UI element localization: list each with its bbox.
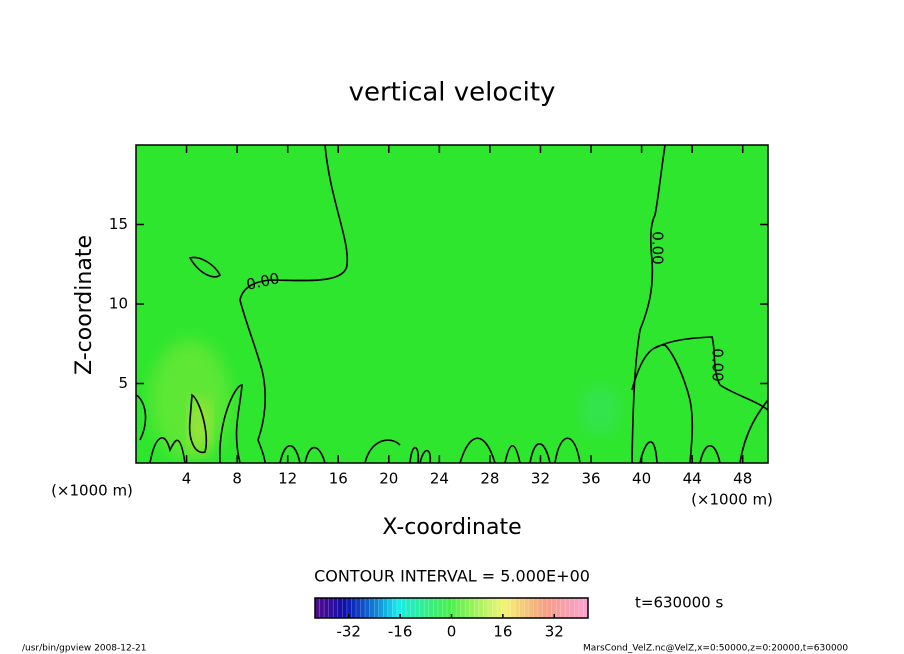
colorbar-cell [374, 598, 379, 618]
colorbar-cell [483, 598, 489, 618]
colorbar-cell [542, 598, 548, 618]
x-tick-label: 16 [329, 470, 348, 488]
colorbar-cell [365, 598, 370, 618]
colorbar-cell [533, 598, 539, 618]
colorbar-cell [396, 598, 402, 618]
colorbar-tick-label: 16 [493, 623, 512, 641]
colorbar-tick-label: 32 [545, 623, 564, 641]
x-tick-label: 28 [480, 470, 499, 488]
colorbar-cell [387, 598, 393, 618]
colorbar-cell [487, 598, 493, 618]
colorbar-cell [578, 598, 584, 618]
x-tick-label: 20 [379, 470, 398, 488]
colorbar-cell [433, 598, 439, 618]
colorbar-cell [437, 598, 443, 618]
field [136, 145, 768, 463]
x-tick-label: 4 [182, 470, 192, 488]
footer-right: MarsCond_VelZ.nc@VelZ,x=0:50000,z=0:2000… [583, 644, 848, 654]
colorbar-cell [569, 598, 575, 618]
colorbar-cell [515, 598, 521, 618]
colorbar-cell [465, 598, 470, 618]
colorbar-cell [556, 598, 561, 618]
colorbar-cell [424, 598, 430, 618]
colorbar-cell [560, 598, 566, 618]
colorbar-cell [497, 598, 502, 618]
y-tick-label: 15 [109, 215, 128, 233]
y-tick-label: 5 [118, 374, 128, 392]
colorbar-tick-label: 0 [447, 623, 457, 641]
contours [136, 145, 768, 463]
colorbar-cell [333, 598, 339, 618]
x-tick-label: 32 [531, 470, 550, 488]
colorbar-cell [451, 598, 457, 618]
colorbar-cell [442, 598, 448, 618]
x-tick-label: 8 [232, 470, 242, 488]
colorbar-cell [460, 598, 466, 618]
colorbar-cell [428, 598, 434, 618]
x-tick-label: 44 [683, 470, 702, 488]
colorbar-cell [510, 598, 516, 618]
colorbar-cell [519, 598, 525, 618]
colorbar-cell [537, 598, 543, 618]
colorbar-cell [369, 598, 375, 618]
colorbar-cell [401, 598, 407, 618]
contour-label: 0.00 [709, 348, 727, 381]
colorbar-cell [337, 598, 343, 618]
colorbar-cell [342, 598, 348, 618]
colorbar-cell [574, 598, 580, 618]
colorbar-cell [378, 598, 384, 618]
colorbar-cell [456, 598, 461, 618]
colorbar-cell [415, 598, 420, 618]
x-axis-label: X-coordinate [382, 515, 521, 540]
y-axis-label: Z-coordinate [72, 235, 97, 375]
colorbar-cell [501, 598, 507, 618]
colorbar-cell [319, 598, 325, 618]
x-tick-label: 48 [733, 470, 752, 488]
colorbar-cell [446, 598, 452, 618]
colorbar-cell [351, 598, 357, 618]
colorbar-cell [474, 598, 480, 618]
colorbar-tick-label: -16 [388, 623, 413, 641]
colorbar-cell [324, 598, 329, 618]
colorbar-cell [565, 598, 571, 618]
colorbar-cell [360, 598, 366, 618]
chart-title: vertical velocity [349, 78, 556, 108]
colorbar-cell [583, 598, 589, 618]
colorbar-cell [410, 598, 416, 618]
x-tick-label: 24 [430, 470, 449, 488]
x-tick-label: 36 [581, 470, 600, 488]
colorbar-cell [383, 598, 389, 618]
footer-left: /usr/bin/gpview 2008-12-21 [22, 644, 146, 654]
contour-interval: CONTOUR INTERVAL = 5.000E+00 [314, 567, 590, 586]
colorbar-cell [315, 598, 320, 618]
colorbar-cell [524, 598, 530, 618]
colorbar-cell [469, 598, 475, 618]
colorbar-cell [551, 598, 557, 618]
colorbar-cell [478, 598, 484, 618]
contour-label: 0.00 [649, 231, 667, 264]
colorbar-cell [406, 598, 411, 618]
colorbar-cell [547, 598, 552, 618]
colorbar-cell [355, 598, 361, 618]
colorbar-cell [492, 598, 498, 618]
colorbar-cell [346, 598, 352, 618]
colorbar-cell [392, 598, 398, 618]
colorbar-cell [528, 598, 534, 618]
x-tick-label: 40 [632, 470, 651, 488]
colorbar-cell [328, 598, 334, 618]
colorbar-cell [506, 598, 511, 618]
colorbar-tick-label: -32 [336, 623, 361, 641]
x-tick-label: 12 [278, 470, 297, 488]
y-tick-label: 10 [109, 295, 128, 313]
y-unit: (×1000 m) [51, 482, 133, 500]
x-unit: (×1000 m) [691, 491, 773, 509]
colorbar-cell [419, 598, 425, 618]
time-label: t=630000 s [635, 594, 723, 612]
